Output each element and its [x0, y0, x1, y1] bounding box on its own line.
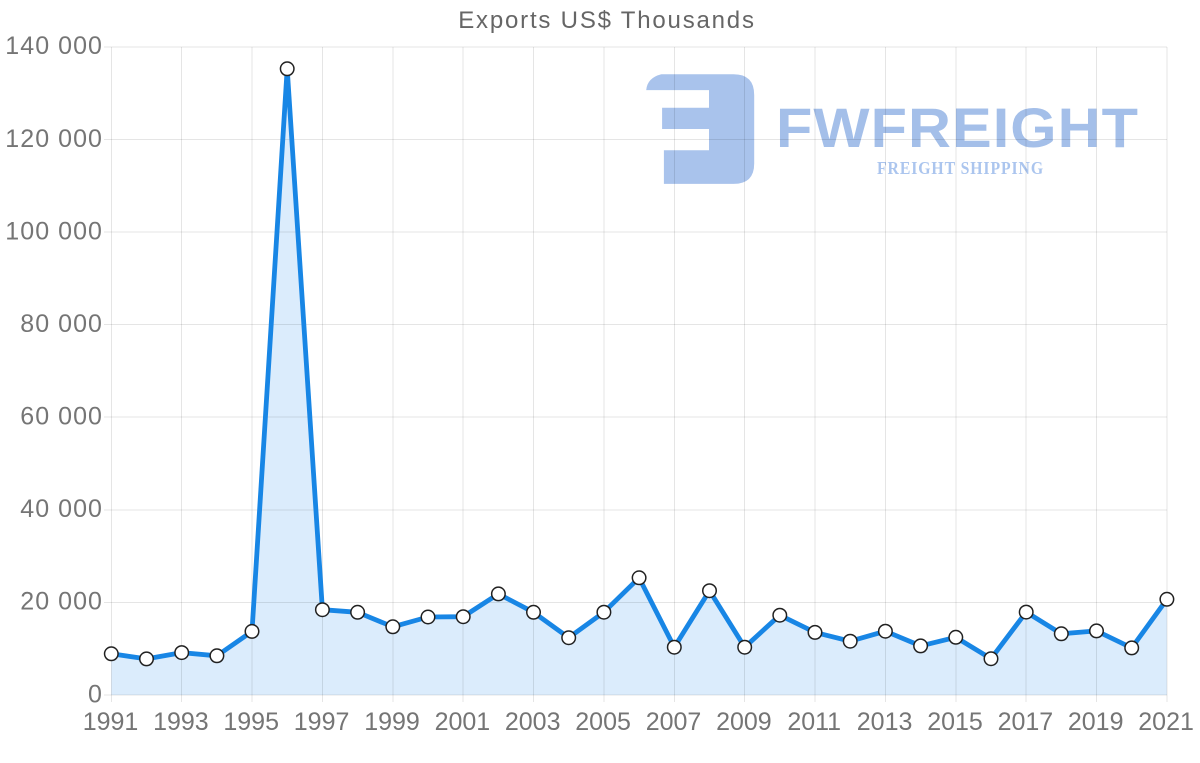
svg-text:120 000: 120 000	[5, 125, 103, 153]
svg-text:140 000: 140 000	[5, 32, 103, 60]
svg-text:2009: 2009	[716, 708, 772, 736]
svg-text:1999: 1999	[364, 708, 420, 736]
svg-text:2011: 2011	[787, 708, 841, 736]
svg-text:2021: 2021	[1138, 708, 1194, 736]
svg-text:2005: 2005	[575, 708, 631, 736]
svg-text:1993: 1993	[153, 708, 209, 736]
svg-text:80 000: 80 000	[20, 310, 103, 338]
svg-text:2003: 2003	[505, 708, 561, 736]
svg-text:1991: 1991	[83, 708, 139, 736]
svg-text:1995: 1995	[223, 708, 279, 736]
svg-text:Exports US$ Thousands: Exports US$ Thousands	[458, 7, 756, 34]
svg-text:60 000: 60 000	[20, 403, 103, 431]
svg-text:FWFREIGHT: FWFREIGHT	[776, 96, 1139, 159]
svg-text:0: 0	[88, 680, 103, 708]
svg-text:2013: 2013	[857, 708, 913, 736]
svg-text:40 000: 40 000	[20, 495, 103, 523]
svg-text:1997: 1997	[294, 708, 350, 736]
svg-text:FREIGHT SHIPPING: FREIGHT SHIPPING	[877, 158, 1044, 178]
svg-text:2019: 2019	[1068, 708, 1124, 736]
svg-text:2015: 2015	[927, 708, 983, 736]
svg-text:2007: 2007	[646, 708, 702, 736]
svg-text:2001: 2001	[435, 708, 491, 736]
svg-text:2017: 2017	[998, 708, 1054, 736]
svg-text:20 000: 20 000	[20, 588, 103, 616]
svg-text:100 000: 100 000	[5, 217, 103, 245]
